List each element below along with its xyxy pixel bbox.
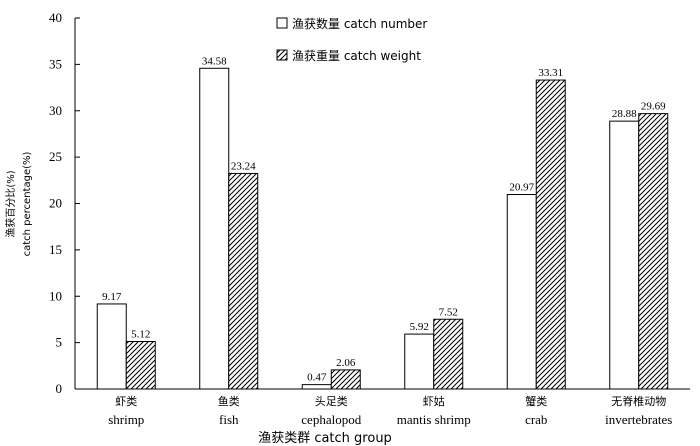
- bar-value-label: 0.47: [307, 372, 327, 384]
- y-axis-label-en: catch percentage(%): [22, 152, 33, 257]
- bar-value-label: 9.17: [102, 291, 122, 303]
- y-tick-label: 10: [49, 288, 62, 303]
- bar-catch-number-fish: [199, 67, 230, 390]
- y-tick-label: 5: [56, 335, 63, 350]
- y-tick-label: 20: [49, 196, 62, 211]
- bar-catch-weight-invertebrates: [638, 113, 669, 390]
- bar-value-label: 5.12: [131, 329, 150, 341]
- bar-value-label: 33.31: [538, 67, 563, 79]
- bar-catch-number-invertebrates: [609, 120, 640, 390]
- bar-value-label: 7.52: [439, 306, 458, 318]
- y-ticks: 0 5 10 15 20 25 30 35 40: [49, 10, 80, 396]
- y-tick-label: 35: [49, 56, 62, 71]
- legend-swatch-catch-number: [276, 17, 288, 29]
- bar-catch-number-shrimp: [96, 303, 127, 390]
- category-label-cn: 虾类: [115, 394, 137, 408]
- legend-label-catch-weight: 渔获重量 catch weight: [292, 49, 421, 63]
- bar-value-label: 23.24: [231, 160, 256, 172]
- bar-catch-weight-shrimp: [125, 341, 156, 390]
- category-label-en: shrimp: [108, 412, 144, 427]
- y-tick-label: 25: [49, 149, 62, 164]
- category-label-en: mantis shrimp: [397, 412, 471, 427]
- bars: [96, 67, 669, 390]
- category-label-cn: 头足类: [315, 394, 348, 408]
- category-label-en: crab: [525, 412, 547, 427]
- category-labels: 虾类 shrimp 鱼类 fish 头足类 cephalopod 虾姑 mantis shri…: [108, 394, 672, 427]
- legend-label-catch-number: 渔获数量 catch number: [292, 16, 427, 31]
- y-tick-label: 40: [49, 10, 62, 25]
- bar-value-labels: 9.17 5.12 34.58 23.24 0.47 2.06 5.92 7.52 20.97 3…: [102, 55, 666, 383]
- category-label-en: cephalopod: [301, 412, 361, 427]
- category-label-en: fish: [219, 412, 239, 427]
- bar-catch-weight-cephalopod: [330, 369, 361, 390]
- category-label-cn: 虾姑: [423, 395, 445, 408]
- bar-value-label: 20.97: [509, 182, 534, 194]
- legend: 渔获数量 catch number 渔获重量 catch weight: [276, 16, 427, 63]
- category-label-en: invertebrates: [605, 412, 672, 427]
- bar-value-label: 2.06: [336, 357, 356, 369]
- bar-catch-weight-crab: [535, 79, 566, 390]
- y-tick-label: 30: [49, 103, 62, 118]
- bar-value-label: 29.69: [641, 101, 666, 113]
- bar-value-label: 34.58: [202, 55, 227, 67]
- bar-catch-number-cephalopod: [301, 384, 332, 390]
- category-label-cn: 鱼类: [218, 394, 240, 408]
- y-tick-label: 15: [49, 242, 62, 257]
- bar-value-label: 28.88: [612, 108, 637, 120]
- bar-catch-number-mantis-shrimp: [404, 333, 435, 390]
- y-tick-label: 0: [56, 381, 63, 396]
- bar-catch-number-crab: [506, 194, 537, 390]
- x-axis-label: 渔获类群 catch group: [258, 431, 392, 446]
- bar-catch-weight-fish: [228, 172, 259, 390]
- category-label-cn: 蟹类: [525, 394, 547, 408]
- y-axis-label-cn: 渔获百分比(%): [5, 170, 17, 237]
- legend-swatch-catch-weight: [276, 49, 288, 61]
- bar-value-label: 5.92: [410, 321, 429, 333]
- bar-catch-weight-mantis-shrimp: [433, 318, 464, 390]
- category-label-cn: 无脊椎动物: [611, 394, 666, 408]
